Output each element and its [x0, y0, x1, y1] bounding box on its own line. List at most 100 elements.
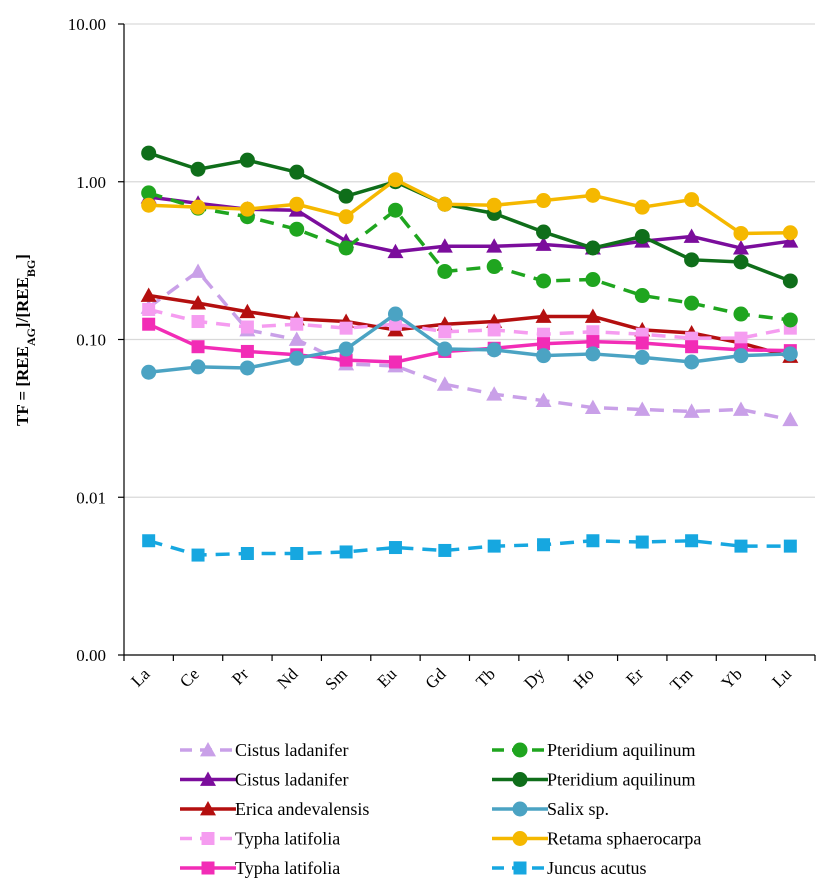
data-point [487, 539, 501, 553]
data-point [339, 321, 353, 335]
data-point [586, 534, 600, 548]
data-point [486, 386, 503, 401]
data-point [586, 335, 600, 349]
data-point [733, 306, 749, 322]
series-1 [140, 189, 799, 259]
data-point [190, 263, 207, 278]
x-tick-label: Tb [472, 664, 499, 691]
data-point [782, 233, 799, 248]
data-point [240, 320, 254, 334]
data-point [190, 359, 206, 375]
x-tick-label: Er [622, 664, 647, 689]
data-point [733, 225, 749, 241]
data-point [733, 348, 749, 364]
y-tick-label: 1.00 [76, 173, 106, 192]
data-point [142, 317, 156, 331]
data-point [191, 548, 205, 562]
x-tick-label: Eu [374, 664, 401, 691]
legend-item: Pteridium aquilinum [492, 740, 696, 760]
legend-label: Cistus ladanifer [235, 740, 348, 760]
x-tick-label: Pr [228, 664, 252, 688]
series-7 [141, 306, 798, 380]
legend-label: Cistus ladanifer [235, 770, 348, 790]
data-point [537, 538, 551, 552]
data-point [338, 240, 354, 256]
data-point [487, 323, 501, 337]
data-point [142, 534, 156, 548]
y-tick-label: 0.00 [76, 646, 106, 665]
data-point [512, 742, 528, 758]
series-line [148, 151, 791, 283]
data-point [782, 346, 798, 362]
legend-item: Pteridium aquilinum [492, 770, 696, 790]
data-point [734, 539, 748, 553]
series-line [148, 307, 791, 340]
data-point [634, 228, 650, 244]
legend-item: Typha latifolia [180, 829, 340, 849]
data-point [240, 344, 254, 358]
data-point [190, 199, 206, 215]
series-3 [142, 302, 797, 345]
data-point [436, 376, 453, 391]
data-point [387, 172, 403, 188]
data-point [734, 331, 748, 345]
data-point [684, 295, 700, 311]
legend-label: Typha latifolia [235, 829, 340, 849]
data-point [201, 861, 215, 875]
data-point [387, 306, 403, 322]
data-point [782, 411, 799, 427]
data-point [191, 340, 205, 354]
data-point [239, 152, 255, 168]
data-point [683, 228, 700, 243]
data-point [338, 341, 354, 357]
data-point [338, 188, 354, 204]
data-point [387, 243, 404, 259]
series-line [148, 312, 791, 374]
data-point [512, 772, 528, 787]
x-tick-label: La [127, 664, 153, 690]
data-point [782, 225, 798, 241]
data-point [289, 196, 305, 212]
data-point [200, 742, 216, 757]
y-axis-label: TF = [REEAG]/[REEBG] [13, 254, 38, 426]
y-tick-label: 0.01 [76, 488, 106, 507]
data-point [512, 831, 528, 846]
data-point [537, 337, 551, 351]
y-tick-label: 0.10 [76, 331, 106, 350]
x-tick-label: Yb [718, 664, 746, 692]
data-point [536, 193, 552, 209]
series-8 [141, 172, 798, 241]
data-point [290, 317, 304, 331]
series-line [147, 269, 791, 422]
data-point [290, 546, 304, 560]
series-line [148, 177, 791, 236]
data-point [437, 263, 453, 279]
data-point [732, 240, 749, 255]
series-line [148, 293, 791, 359]
series-layer [140, 145, 799, 562]
data-point [536, 348, 552, 364]
data-point [684, 354, 700, 370]
data-point [289, 221, 305, 237]
x-tick-label: Sm [321, 664, 350, 693]
data-point [486, 238, 503, 253]
series-line [148, 538, 791, 557]
data-point [141, 197, 157, 213]
data-point [387, 202, 403, 218]
data-point [190, 295, 207, 310]
data-point [634, 288, 650, 304]
data-point [584, 308, 601, 323]
data-point [239, 303, 256, 319]
data-point [535, 308, 552, 323]
data-point [288, 331, 305, 346]
data-point [783, 539, 797, 553]
legend-item: Salix sp. [492, 799, 609, 819]
data-point [733, 254, 749, 270]
x-tick-label: Dy [520, 664, 548, 692]
data-point [438, 543, 452, 557]
y-tick-label: 10.00 [68, 15, 106, 34]
legend-item: Retama sphaerocarpa [492, 829, 701, 849]
series-9 [142, 534, 797, 562]
data-point [289, 164, 305, 180]
